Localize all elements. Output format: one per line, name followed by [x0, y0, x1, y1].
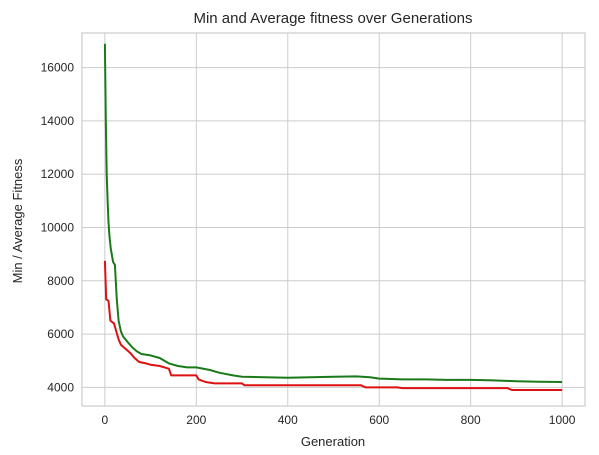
chart-title: Min and Average fitness over Generations	[193, 10, 472, 27]
y-tick-label: 16000	[41, 61, 75, 75]
plot-frame	[81, 32, 586, 407]
x-tick-label: 0	[102, 413, 109, 427]
y-tick-label: 4000	[47, 380, 74, 394]
y-tick-label: 10000	[41, 220, 75, 234]
x-tick-label: 200	[186, 413, 206, 427]
x-axis-label: Generation	[301, 434, 365, 449]
y-axis-label: Min / Average Fitness	[10, 158, 25, 283]
y-tick-label: 12000	[41, 167, 75, 181]
grid	[82, 33, 585, 406]
min-fitness-line	[103, 260, 563, 391]
average-fitness-line	[103, 43, 563, 383]
series-layer	[103, 43, 563, 391]
x-tick-label: 600	[369, 413, 389, 427]
y-tick-label: 14000	[41, 114, 75, 128]
y-tick-label: 8000	[47, 274, 74, 288]
tick-labels: 0 200 400 600 800 1000 4000 6000 8000 10000 12000 1…	[41, 61, 576, 427]
x-tick-label: 400	[278, 413, 298, 427]
x-tick-label: 1000	[549, 413, 576, 427]
x-tick-label: 800	[461, 413, 481, 427]
y-tick-label: 6000	[47, 327, 74, 341]
